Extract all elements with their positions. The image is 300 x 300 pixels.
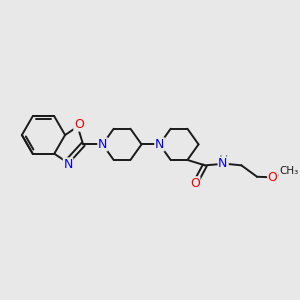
Text: O: O — [74, 118, 84, 131]
Text: O: O — [268, 171, 278, 184]
Text: H: H — [219, 154, 228, 167]
Text: N: N — [155, 138, 164, 151]
Text: N: N — [98, 138, 107, 151]
Text: N: N — [218, 157, 227, 170]
Text: CH₃: CH₃ — [279, 166, 298, 176]
Text: N: N — [63, 158, 73, 171]
Text: O: O — [190, 177, 200, 190]
